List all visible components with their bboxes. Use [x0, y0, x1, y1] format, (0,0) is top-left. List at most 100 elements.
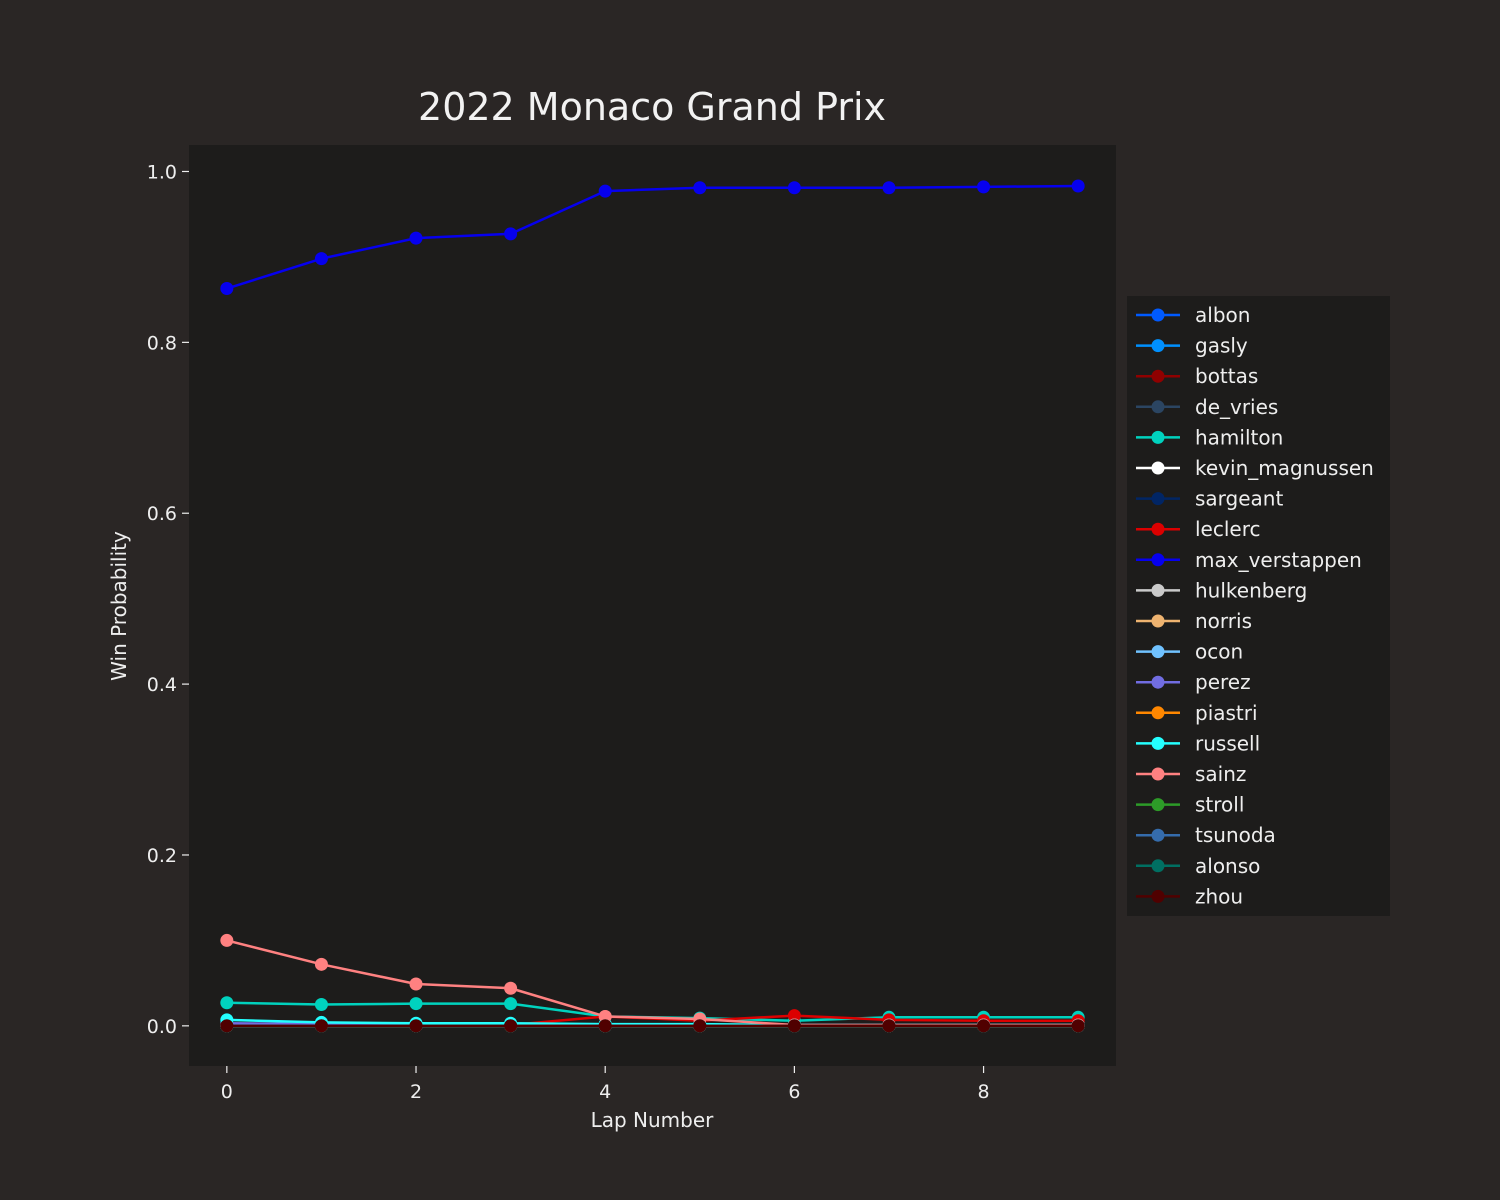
legend: albon gasly bottas de_vries hamilton kevin_ma…: [1127, 296, 1390, 916]
legend-item-hamilton: hamilton: [1136, 425, 1283, 449]
legend-marker: [1151, 645, 1165, 659]
legend-marker: [1151, 828, 1165, 842]
legend-item-kevin_magnussen: kevin_magnussen: [1136, 456, 1374, 480]
legend-item-stroll: stroll: [1136, 793, 1244, 817]
legend-label: norris: [1195, 609, 1252, 633]
data-point: [220, 282, 234, 296]
legend-marker: [1151, 492, 1165, 506]
legend-marker: [1151, 308, 1165, 322]
legend-item-ocon: ocon: [1136, 640, 1243, 664]
legend-item-de_vries: de_vries: [1136, 395, 1278, 419]
axes: 0 2 4 6 8 0.0 0.2 0.4 0.6 0.8 1.0: [147, 161, 990, 1103]
data-point: [882, 1019, 896, 1033]
legend-label: russell: [1195, 731, 1260, 755]
x-tick-label: 6: [788, 1081, 800, 1103]
legend-item-russell: russell: [1136, 731, 1260, 755]
data-point: [220, 996, 234, 1010]
legend-item-sargeant: sargeant: [1136, 487, 1283, 511]
legend-item-albon: albon: [1136, 303, 1250, 327]
legend-label: stroll: [1195, 793, 1244, 817]
data-point: [598, 1009, 612, 1023]
legend-marker: [1151, 614, 1165, 628]
y-tick-label: 0.0: [147, 1016, 177, 1038]
data-point: [220, 933, 234, 947]
x-tick-label: 2: [410, 1081, 422, 1103]
legend-marker: [1151, 339, 1165, 353]
data-point: [504, 1019, 518, 1033]
data-point: [504, 227, 518, 241]
legend-item-tsunoda: tsunoda: [1136, 823, 1276, 847]
legend-marker: [1151, 859, 1165, 873]
legend-label: albon: [1195, 303, 1250, 327]
data-point: [787, 181, 801, 195]
legend-label: piastri: [1195, 701, 1258, 725]
legend-item-norris: norris: [1136, 609, 1252, 633]
legend-item-alonso: alonso: [1136, 854, 1260, 878]
legend-marker: [1151, 706, 1165, 720]
legend-label: ocon: [1195, 640, 1243, 664]
data-point: [787, 1019, 801, 1033]
data-point: [409, 977, 423, 991]
x-tick-label: 0: [221, 1081, 233, 1103]
series-max_verstappen: [220, 179, 1085, 296]
legend-item-leclerc: leclerc: [1136, 517, 1261, 541]
series-line: [226, 184, 1079, 290]
data-point: [598, 1019, 612, 1033]
legend-marker: [1151, 522, 1165, 536]
y-axis-label: Win Probability: [107, 531, 131, 681]
legend-label: hamilton: [1195, 425, 1283, 449]
legend-label: kevin_magnussen: [1195, 456, 1374, 480]
data-point: [1071, 1019, 1085, 1033]
data-point: [409, 1019, 423, 1033]
legend-label: de_vries: [1195, 395, 1278, 419]
legend-label: sainz: [1195, 762, 1246, 786]
legend-item-piastri: piastri: [1136, 701, 1258, 725]
legend-marker: [1151, 675, 1165, 689]
legend-marker: [1151, 798, 1165, 812]
legend-box: [1127, 296, 1390, 916]
legend-marker: [1151, 430, 1165, 444]
legend-label: bottas: [1195, 364, 1258, 388]
legend-label: hulkenberg: [1195, 578, 1307, 602]
legend-item-perez: perez: [1136, 670, 1251, 694]
legend-marker: [1151, 369, 1165, 383]
legend-marker: [1151, 736, 1165, 750]
chart-title: 2022 Monaco Grand Prix: [418, 85, 886, 129]
legend-item-zhou: zhou: [1136, 884, 1243, 908]
legend-marker: [1151, 400, 1165, 414]
data-point: [693, 1019, 707, 1033]
legend-label: leclerc: [1195, 517, 1261, 541]
data-point: [882, 181, 896, 195]
data-point: [1071, 179, 1085, 193]
data-point: [504, 997, 518, 1011]
legend-item-hulkenberg: hulkenberg: [1136, 578, 1307, 602]
legend-item-sainz: sainz: [1136, 762, 1246, 786]
data-point: [314, 1019, 328, 1033]
data-point: [504, 981, 518, 995]
legend-label: max_verstappen: [1195, 548, 1362, 572]
data-point: [314, 252, 328, 266]
data-point: [314, 997, 328, 1011]
legend-item-bottas: bottas: [1136, 364, 1258, 388]
y-tick-label: 0.4: [147, 674, 177, 696]
data-point: [314, 957, 328, 971]
legend-label: gasly: [1195, 334, 1248, 358]
data-point: [977, 180, 991, 194]
y-tick-label: 0.2: [147, 845, 177, 867]
legend-marker: [1151, 889, 1165, 903]
legend-label: alonso: [1195, 854, 1260, 878]
legend-marker: [1151, 767, 1165, 781]
x-tick-label: 8: [978, 1081, 990, 1103]
plot-area: [189, 145, 1116, 1066]
data-point: [977, 1019, 991, 1033]
y-tick-label: 0.8: [147, 332, 177, 354]
legend-label: tsunoda: [1195, 823, 1276, 847]
data-point: [598, 184, 612, 198]
data-point: [693, 181, 707, 195]
legend-label: zhou: [1195, 884, 1243, 908]
y-tick-label: 1.0: [147, 161, 177, 183]
series-zhou: [220, 1019, 1085, 1033]
series-lines: [220, 179, 1085, 1033]
